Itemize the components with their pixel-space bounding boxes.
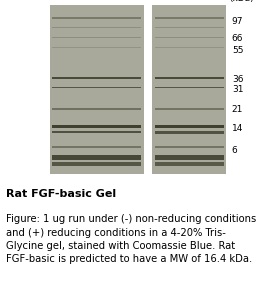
Bar: [155, 131, 224, 134]
Bar: [52, 130, 141, 133]
Text: 21: 21: [232, 105, 243, 114]
Bar: [155, 108, 224, 110]
Bar: [155, 17, 224, 19]
Text: 31: 31: [232, 85, 243, 94]
Text: 97: 97: [232, 17, 243, 26]
Bar: [52, 146, 141, 148]
Bar: [155, 162, 224, 166]
Bar: [52, 17, 141, 19]
Bar: [155, 125, 224, 128]
Bar: [155, 146, 224, 148]
Bar: [50, 4, 144, 174]
Bar: [155, 47, 224, 48]
Bar: [52, 154, 141, 160]
Bar: [52, 37, 141, 38]
Text: MW
(kDa): MW (kDa): [229, 0, 254, 3]
Bar: [155, 77, 224, 79]
Bar: [155, 154, 224, 160]
Bar: [52, 87, 141, 88]
Text: 6: 6: [232, 146, 238, 155]
Text: Rat FGF-basic Gel: Rat FGF-basic Gel: [6, 189, 116, 199]
Bar: [152, 4, 226, 174]
Text: Figure: 1 ug run under (-) non-reducing conditions
and (+) reducing conditions i: Figure: 1 ug run under (-) non-reducing …: [6, 214, 256, 264]
Text: 36: 36: [232, 75, 243, 84]
Text: 14: 14: [232, 124, 243, 133]
Bar: [52, 27, 141, 28]
Text: 55: 55: [232, 46, 243, 55]
Bar: [52, 162, 141, 166]
Bar: [52, 77, 141, 79]
Bar: [52, 125, 141, 128]
Bar: [52, 108, 141, 110]
Bar: [155, 37, 224, 38]
Bar: [52, 47, 141, 48]
Bar: [155, 87, 224, 88]
Bar: [155, 27, 224, 28]
Text: 66: 66: [232, 34, 243, 43]
